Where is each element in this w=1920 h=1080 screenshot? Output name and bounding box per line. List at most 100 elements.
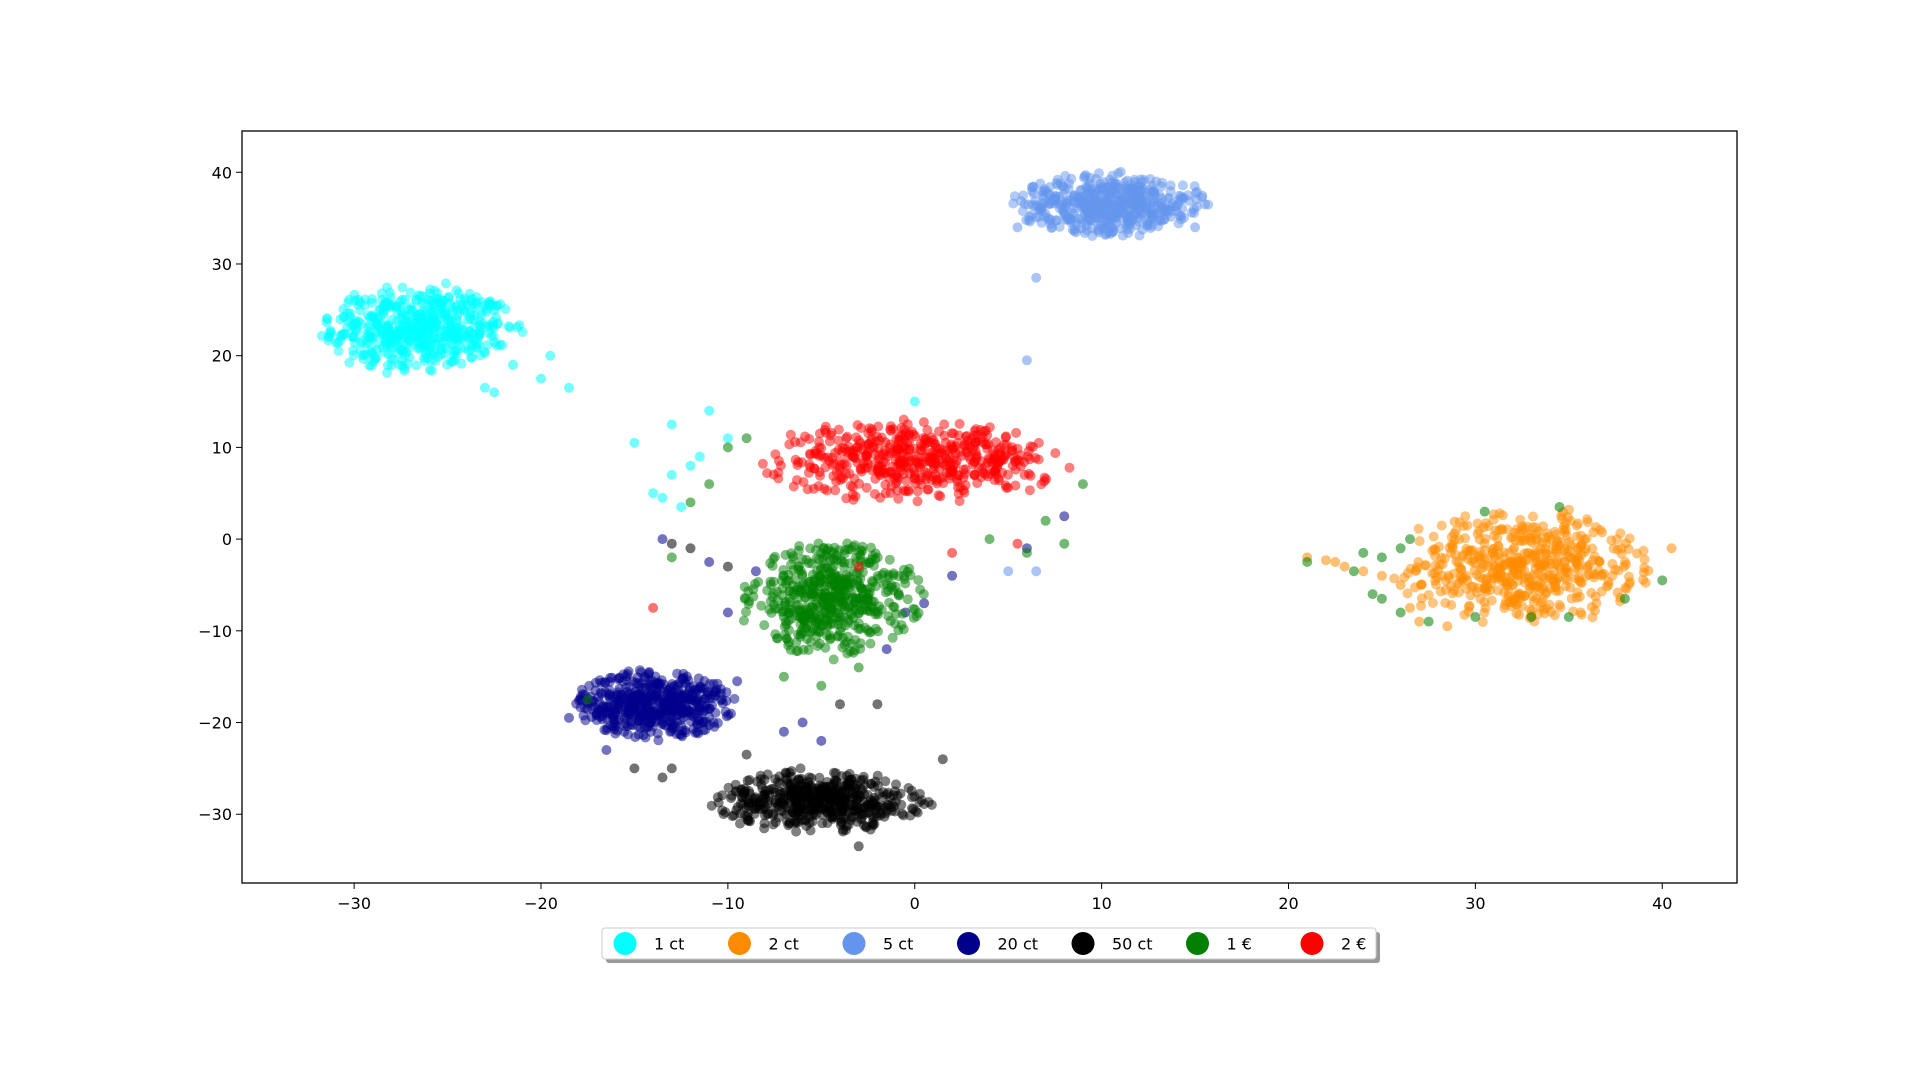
scatter-point — [849, 800, 860, 811]
scatter-point — [332, 337, 343, 348]
scatter-point — [1466, 546, 1476, 557]
scatter-point — [657, 492, 668, 503]
scatter-point — [657, 772, 668, 783]
x-tick-label: −10 — [711, 894, 745, 913]
scatter-point — [834, 586, 844, 597]
scatter-point — [1621, 584, 1632, 594]
scatter-point — [892, 476, 903, 487]
legend-label: 1 ct — [654, 935, 684, 954]
scatter-point — [814, 638, 825, 649]
scatter-point — [912, 496, 923, 507]
scatter-point — [1508, 544, 1519, 555]
scatter-point — [855, 624, 866, 634]
scatter-point — [1573, 518, 1583, 529]
legend-marker — [728, 932, 751, 955]
scatter-point — [653, 735, 664, 746]
scatter-point — [1151, 176, 1162, 187]
scatter-point — [1127, 183, 1138, 194]
scatter-point — [1165, 186, 1176, 197]
scatter-point — [893, 444, 904, 455]
scatter-point — [835, 699, 845, 710]
scatter-point — [883, 611, 894, 621]
scatter-point — [1489, 552, 1500, 563]
scatter-point — [717, 698, 728, 709]
scatter-point — [872, 699, 883, 710]
scatter-point — [1540, 588, 1551, 599]
scatter-point — [785, 429, 796, 440]
scatter-point — [817, 803, 828, 814]
scatter-point — [517, 327, 528, 337]
scatter-point — [891, 779, 901, 790]
scatter-point — [1584, 559, 1595, 570]
scatter-point — [474, 328, 485, 339]
scatter-point — [866, 799, 877, 810]
scatter-point — [1376, 593, 1387, 604]
scatter-point — [1586, 601, 1597, 612]
scatter-point — [1612, 544, 1623, 555]
scatter-point — [1348, 566, 1359, 577]
scatter-point — [791, 826, 802, 837]
scatter-point — [876, 808, 887, 819]
scatter-point — [893, 493, 904, 504]
scatter-point — [853, 561, 864, 572]
scatter-point — [788, 565, 799, 575]
scatter-point — [738, 615, 749, 626]
scatter-point — [855, 807, 865, 818]
scatter-point — [759, 620, 770, 631]
scatter-point — [451, 285, 462, 296]
scatter-point — [839, 459, 850, 470]
scatter-point — [1563, 612, 1574, 622]
scatter-point — [744, 775, 755, 785]
scatter-point — [1563, 504, 1574, 515]
scatter-point — [790, 454, 801, 465]
scatter-point — [666, 538, 677, 549]
scatter-point — [621, 682, 631, 693]
scatter-point — [824, 436, 835, 447]
y-tick-label: 30 — [212, 255, 232, 274]
scatter-point — [796, 587, 807, 598]
scatter-point — [1574, 555, 1585, 566]
scatter-point — [1451, 556, 1462, 567]
legend-label: 2 € — [1341, 935, 1366, 954]
scatter-point — [1031, 566, 1042, 577]
scatter-point — [963, 451, 974, 462]
scatter-point — [1623, 544, 1634, 555]
scatter-point — [698, 716, 709, 727]
x-tick-label: 40 — [1652, 894, 1672, 913]
scatter-point — [825, 634, 836, 645]
scatter-point — [778, 565, 789, 575]
scatter-point — [1108, 222, 1119, 233]
scatter-point — [1191, 201, 1202, 212]
scatter-point — [1046, 223, 1057, 233]
scatter-point — [886, 802, 896, 813]
scatter-point — [638, 730, 649, 741]
scatter-point — [402, 332, 413, 343]
scatter-point — [1486, 595, 1497, 606]
scatter-point — [837, 446, 848, 457]
scatter-point — [1487, 544, 1498, 555]
scatter-point — [785, 780, 796, 791]
scatter-point — [1395, 607, 1406, 618]
y-axis: −30 −20 −10 0 10 20 30 40 — [198, 163, 242, 824]
scatter-point — [479, 346, 490, 357]
scatter-point — [826, 605, 837, 616]
scatter-point — [833, 630, 844, 641]
scatter-point — [666, 700, 677, 711]
scatter-point — [756, 600, 767, 611]
scatter-point — [820, 581, 831, 591]
scatter-point — [1526, 612, 1537, 622]
scatter-point — [472, 342, 482, 353]
scatter-point — [345, 308, 356, 319]
scatter-point — [400, 294, 410, 305]
scatter-point — [1189, 181, 1200, 192]
scatter-point — [1573, 563, 1584, 574]
scatter-point — [1081, 220, 1092, 231]
scatter-point — [413, 290, 424, 301]
scatter-point — [918, 417, 929, 428]
scatter-point — [806, 773, 817, 784]
scatter-point — [1580, 543, 1591, 554]
scatter-point — [1410, 582, 1420, 593]
scatter-point — [365, 333, 376, 344]
scatter-point — [760, 786, 771, 796]
scatter-point — [1039, 184, 1050, 195]
